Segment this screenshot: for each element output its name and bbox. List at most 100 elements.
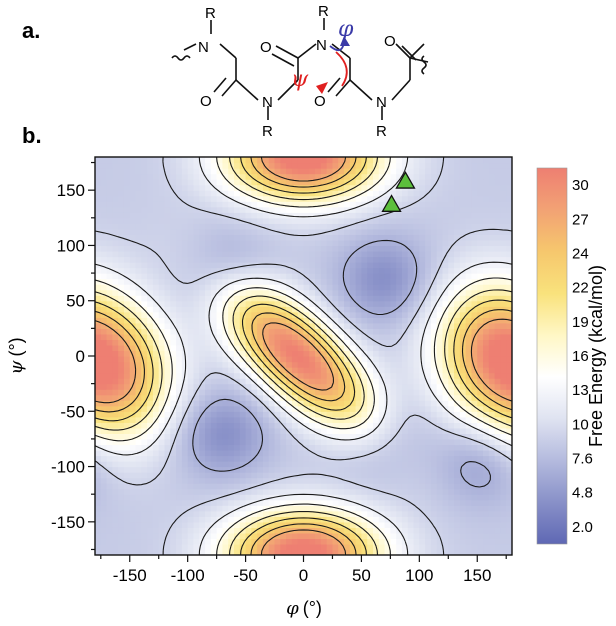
heatmap-cell <box>176 466 183 473</box>
heatmap-cell <box>384 527 391 534</box>
heatmap-cell <box>251 505 258 512</box>
heatmap-cell <box>123 510 131 517</box>
heatmap-cell <box>378 206 386 213</box>
heatmap-cell <box>100 245 108 252</box>
heatmap-cell <box>332 223 339 230</box>
heatmap-cell <box>95 217 102 224</box>
heatmap-cell <box>338 472 345 479</box>
heatmap-cell <box>488 510 496 517</box>
heatmap-cell <box>106 278 113 285</box>
heatmap-cell <box>344 256 351 263</box>
heatmap-cell <box>176 173 183 180</box>
heatmap-cell <box>373 267 380 274</box>
heatmap-cell <box>425 367 432 374</box>
heatmap-cell <box>344 422 351 429</box>
heatmap-cell <box>291 466 299 473</box>
heatmap-cell <box>123 516 131 523</box>
heatmap-cell <box>123 466 131 473</box>
heatmap-cell <box>378 223 386 230</box>
heatmap-cell <box>234 344 241 352</box>
heatmap-cell <box>135 262 142 269</box>
heatmap-cell <box>425 538 432 545</box>
heatmap-cell <box>141 228 148 235</box>
heatmap-cell <box>390 427 397 434</box>
heatmap-cell <box>95 394 102 401</box>
heatmap-cell <box>274 433 281 440</box>
heatmap-cell <box>118 389 125 396</box>
heatmap-cell <box>141 234 148 241</box>
heatmap-cell <box>147 400 154 407</box>
heatmap-cell <box>436 499 444 506</box>
heatmap-cell <box>326 300 334 307</box>
heatmap-cell <box>222 217 229 224</box>
heatmap-cell <box>303 510 310 517</box>
heatmap-cell <box>448 444 455 451</box>
heatmap-cell <box>239 333 247 341</box>
heatmap-cell <box>396 499 403 506</box>
heatmap-cell <box>390 350 397 357</box>
heatmap-cell <box>483 416 490 423</box>
heatmap-cell <box>170 394 177 401</box>
heatmap-cell <box>222 322 229 329</box>
heatmap-cell <box>176 383 183 390</box>
heatmap-cell <box>355 427 363 434</box>
heatmap-cell <box>170 256 177 263</box>
heatmap-cell <box>413 543 420 551</box>
heatmap-cell <box>384 245 391 252</box>
heatmap-cell <box>286 228 293 235</box>
heatmap-cell <box>297 273 305 280</box>
heatmap-cell <box>147 157 154 164</box>
heatmap-cell <box>361 532 368 540</box>
heatmap-cell <box>257 466 264 473</box>
heatmap-cell <box>378 505 386 512</box>
heatmap-cell <box>425 234 432 241</box>
heatmap-cell <box>378 184 386 191</box>
heatmap-cell <box>390 543 397 551</box>
heatmap-cell <box>280 521 287 528</box>
heatmap-cell <box>181 405 189 412</box>
heatmap-cell <box>320 383 328 390</box>
heatmap-cell <box>118 472 125 479</box>
heatmap-cell <box>315 389 322 396</box>
heatmap-cell <box>135 356 142 363</box>
heatmap-cell <box>95 168 102 175</box>
heatmap-cell <box>471 350 478 357</box>
heatmap-cell <box>158 322 166 329</box>
heatmap-cell <box>459 411 467 418</box>
heatmap-cell <box>320 317 328 324</box>
heatmap-cell <box>245 461 252 468</box>
heatmap-cell <box>118 190 125 197</box>
heatmap-cell <box>309 250 316 258</box>
heatmap-cell <box>320 543 328 551</box>
heatmap-cell <box>430 262 438 269</box>
heatmap-cell <box>459 438 467 446</box>
heatmap-cell <box>129 477 137 484</box>
heatmap-cell <box>106 510 113 517</box>
heatmap-cell <box>297 449 305 457</box>
heatmap-cell <box>373 372 380 379</box>
heatmap-cell <box>123 505 131 512</box>
heatmap-cell <box>170 179 177 186</box>
heatmap-cell <box>239 516 247 523</box>
heatmap-cell <box>205 217 212 224</box>
heatmap-cell <box>245 179 252 186</box>
heatmap-cell <box>129 400 137 407</box>
heatmap-cell <box>390 549 397 555</box>
heatmap-cell <box>430 449 438 457</box>
heatmap-cell <box>367 538 374 545</box>
heatmap-cell <box>129 239 137 247</box>
heatmap-cell <box>176 477 183 484</box>
heatmap-cell <box>228 234 235 241</box>
heatmap-cell <box>118 217 125 224</box>
heatmap-cell <box>193 416 200 423</box>
heatmap-cell <box>239 190 247 197</box>
heatmap-cell <box>152 405 160 412</box>
heatmap-cell <box>234 400 241 407</box>
heatmap-cell <box>112 433 119 440</box>
heatmap-cell <box>315 317 322 324</box>
heatmap-cell <box>118 527 125 534</box>
heatmap-cell <box>164 543 171 551</box>
heatmap-cell <box>396 361 403 368</box>
heatmap-cell <box>286 262 293 269</box>
heatmap-cell <box>262 416 270 423</box>
